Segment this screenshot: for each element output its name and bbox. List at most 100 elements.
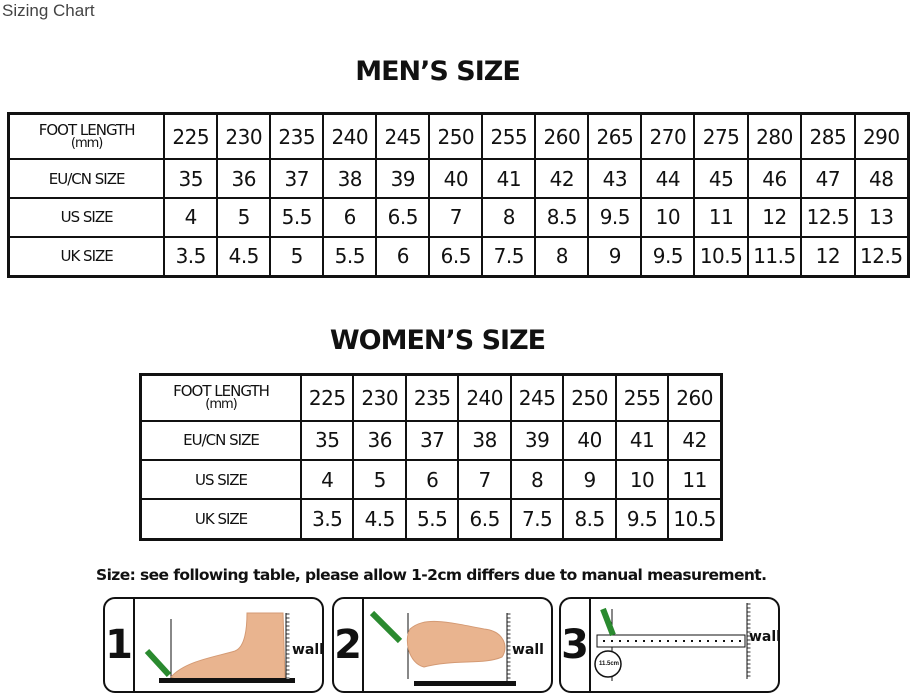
measure-label: 11.5cm [598,661,620,667]
foot-length-cell: 245 [509,373,565,422]
size-cell: 39 [375,158,431,199]
wall-label: wall [512,642,544,658]
row-label: FOOT LENGTH (mm) [7,112,166,161]
size-cell: 13 [853,196,910,238]
size-cell: 6.5 [428,235,484,278]
size-row: EU/CN SIZE 35 36 37 38 39 40 41 42 [139,419,723,462]
foot-length-cell: 225 [300,373,355,422]
ruler-illustration [594,603,751,681]
size-cell: 8 [509,458,565,501]
size-row: EU/CN SIZE 35 36 37 38 39 40 41 42 43 44 45 46 47 48 [7,158,910,199]
foot-length-cell: 235 [404,373,460,422]
foot-length-cell: 225 [163,112,219,161]
size-cell: 9 [587,235,643,278]
size-cell: 8 [534,235,590,278]
step-number: 1 [105,599,135,691]
women-size-table: FOOT LENGTH (mm) 225 230 235 240 245 250 255 260 E… [139,373,723,541]
unit-label: (mm) [70,135,103,151]
size-row: US SIZE 4 5 6 7 8 9 10 11 [139,458,723,501]
size-cell: 5 [269,235,325,278]
size-cell: 8.5 [534,196,590,238]
size-cell: 8.5 [562,498,617,541]
size-cell: 6.5 [457,498,512,541]
foot-length-cell: 230 [216,112,272,161]
step-3-panel: 3 wall 11.5cm [559,597,781,693]
size-cell: 46 [746,158,803,199]
foot-length-cell: 235 [269,112,325,161]
size-cell: 10 [614,458,670,501]
wall-label: wall [749,629,781,645]
size-cell: 40 [562,419,617,462]
size-cell: 4.5 [216,235,272,278]
foot-length-cell: 285 [800,112,856,161]
size-cell: 4 [300,458,355,501]
size-cell: 4.5 [352,498,407,541]
foot-length-cell: 240 [322,112,378,161]
row-label: US SIZE [139,458,303,501]
size-cell: 43 [587,158,643,199]
size-cell: 9 [562,458,617,501]
step-2-panel: 2 wall [332,597,553,693]
size-cell: 4 [163,196,219,238]
size-cell: 6 [322,196,378,238]
size-cell: 41 [614,419,670,462]
row-label: EU/CN SIZE [139,419,303,462]
size-cell: 6 [375,235,431,278]
foot-length-label: FOOT LENGTH [38,120,136,139]
step-1-panel: 1 wall [103,597,324,693]
size-cell: 11.5 [746,235,803,278]
size-cell: 5.5 [322,235,378,278]
size-cell: 9.5 [614,498,670,541]
size-cell: 5.5 [404,498,460,541]
size-cell: 38 [322,158,378,199]
size-cell: 10 [640,196,696,238]
size-cell: 39 [509,419,565,462]
men-size-table: FOOT LENGTH (mm) 225 230 235 240 245 250 255 260 2… [7,112,910,278]
pencil-icon [369,610,403,644]
foot-length-row: FOOT LENGTH (mm) 225 230 235 240 245 250 255 260 [139,373,723,422]
foot-length-cell: 240 [457,373,512,422]
size-cell: 12 [746,196,803,238]
size-cell: 6.5 [375,196,431,238]
size-cell: 44 [640,158,696,199]
size-cell: 12.5 [800,196,856,238]
foot-length-row: FOOT LENGTH (mm) 225 230 235 240 245 250 255 260 2… [7,112,910,161]
size-cell: 7.5 [509,498,565,541]
foot-length-cell: 260 [667,373,723,422]
foot-side-illustration [144,612,295,683]
foot-length-cell: 255 [481,112,537,161]
foot-length-cell: 230 [352,373,407,422]
step-number: 3 [561,599,591,691]
foot-length-label: FOOT LENGTH [173,381,270,400]
wall-label: wall [292,642,324,658]
foot-length-cell: 275 [693,112,749,161]
size-cell: 41 [481,158,537,199]
size-cell: 9.5 [640,235,696,278]
foot-length-cell: 250 [428,112,484,161]
row-label: US SIZE [7,196,166,238]
foot-length-cell: 255 [614,373,670,422]
size-cell: 11 [667,458,723,501]
measurement-instructions: Size: see following table, please allow … [96,566,767,584]
row-label: UK SIZE [7,235,166,278]
size-cell: 36 [352,419,407,462]
size-cell: 5 [216,196,272,238]
row-label: EU/CN SIZE [7,158,166,199]
size-cell: 42 [534,158,590,199]
size-cell: 12 [800,235,856,278]
size-cell: 5 [352,458,407,501]
size-cell: 40 [428,158,484,199]
pencil-icon [144,648,172,678]
size-cell: 38 [457,419,512,462]
size-cell: 47 [800,158,856,199]
size-cell: 7 [457,458,512,501]
foot-length-cell: 270 [640,112,696,161]
foot-length-cell: 260 [534,112,590,161]
size-cell: 8 [481,196,537,238]
foot-top-illustration [369,610,516,686]
size-row: US SIZE 4 5 5.5 6 6.5 7 8 8.5 9.5 10 11 12 12.5 13 [7,196,910,238]
step-number: 2 [334,599,364,691]
size-cell: 35 [163,158,219,199]
unit-label: (mm) [205,396,237,412]
foot-length-cell: 290 [853,112,910,161]
